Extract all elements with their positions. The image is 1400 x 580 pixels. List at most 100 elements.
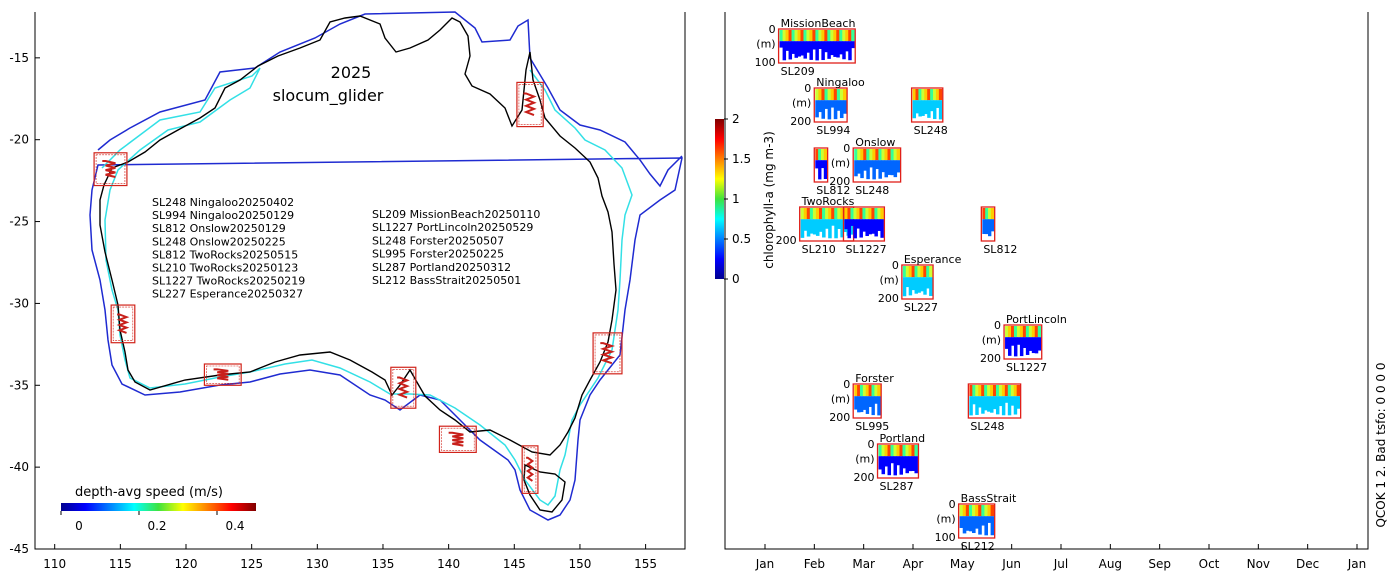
chl-cell-deep	[779, 41, 784, 48]
region-box-inner	[206, 365, 240, 384]
chl-cell-deep	[877, 396, 881, 416]
chl-cell-surface	[862, 385, 867, 397]
map-x-tick-label: 145	[503, 557, 526, 571]
chl-cell-deep	[887, 456, 892, 476]
chl-cell-deep	[869, 160, 873, 168]
region-box	[592, 332, 623, 375]
chl-cell-deep	[887, 160, 892, 175]
chl-cell-surface	[929, 266, 933, 278]
chl-cell-surface	[969, 385, 973, 397]
chl-cell-deep	[905, 277, 910, 288]
chl-cell-surface	[868, 208, 872, 220]
chl-cell-deep	[806, 219, 811, 237]
chl-cell-surface	[871, 208, 875, 220]
chl-cell-deep	[978, 396, 982, 408]
chl-cell-deep	[884, 160, 889, 178]
chl-cell-deep	[978, 516, 982, 535]
chl-cell-surface	[893, 445, 898, 457]
chl-cell-surface	[820, 149, 825, 161]
chl-cell-deep	[921, 100, 925, 116]
deployment-entry: SL994 Ningaloo20250129	[152, 209, 294, 222]
chl-cell-deep	[831, 219, 835, 226]
chl-colorbar	[715, 119, 724, 279]
chl-cell-deep	[850, 219, 854, 226]
deployment-entry: SL995 Forster20250225	[372, 248, 504, 261]
chl-cell-deep	[878, 160, 882, 179]
chl-panel-frame	[876, 443, 920, 479]
chl-cell-deep	[965, 516, 970, 531]
map-axes	[34, 12, 686, 550]
month-tick-label: Jan	[755, 557, 775, 571]
chl-cell-deep	[815, 41, 819, 61]
map-x-ticks: 110 115 120 125 130 135 140 145 150 155	[43, 544, 657, 571]
chl-colorbar-tick-label: 2	[732, 112, 740, 126]
chl-cell-deep	[815, 100, 819, 118]
chl-cell-deep	[818, 100, 822, 113]
chl-cell-deep	[818, 160, 822, 180]
chl-panel-frame	[957, 503, 996, 539]
site-label: Ningaloo	[816, 76, 865, 89]
site-label: Esperance	[904, 253, 962, 266]
chl-cell-surface	[809, 208, 814, 220]
chl-panel: 0 (m) 200 Ningaloo SL994	[790, 76, 865, 137]
chl-panel-frame	[813, 87, 848, 123]
chl-cell-deep	[818, 41, 822, 49]
chl-cell-deep	[1034, 337, 1039, 354]
chl-cell-deep	[959, 516, 964, 528]
map-y-tick-label: -30	[9, 296, 29, 310]
chl-cell-surface	[836, 30, 840, 42]
chl-cell-surface	[915, 89, 919, 101]
chl-cell-surface	[830, 89, 835, 101]
chl-cell-surface	[833, 30, 837, 42]
chl-cell-deep	[833, 41, 837, 57]
chl-cell-surface	[902, 445, 906, 457]
chl-cell-deep	[1001, 396, 1006, 416]
chl-cell-surface	[865, 208, 869, 220]
chl-cell-deep	[927, 100, 931, 118]
chl-cell-deep	[828, 219, 832, 239]
chl-cell-deep	[803, 219, 808, 231]
chl-cell-deep	[866, 160, 870, 180]
depth-unit-label: (m)	[831, 157, 850, 170]
map-platform-label: slocum_glider	[273, 86, 384, 106]
chl-cell-deep	[859, 219, 863, 238]
chl-cell-deep	[874, 219, 878, 237]
chl-cell-surface	[839, 89, 844, 101]
region-box-inner	[95, 154, 126, 184]
chl-cell-surface	[791, 30, 796, 42]
chl-cell-deep	[933, 100, 937, 120]
chl-cell-deep	[833, 100, 838, 120]
chl-cell-deep	[987, 516, 992, 523]
chl-cell-deep	[834, 219, 838, 239]
depth-unit-label: (m)	[982, 334, 1001, 347]
chl-cell-surface	[819, 208, 823, 220]
chl-cell-deep	[785, 41, 790, 51]
chl-panel: 0 (m) 200 Esperance SL227	[878, 253, 962, 314]
deployment-entry: SL287 Portland20250312	[372, 261, 511, 274]
map-year-label: 2025	[331, 63, 372, 82]
chl-cell-surface	[978, 385, 982, 397]
chl-cell-surface	[887, 445, 892, 457]
chl-cell-surface	[968, 505, 973, 517]
chl-cell-deep	[1010, 337, 1015, 346]
chl-cell-deep	[865, 219, 869, 237]
chl-cell-deep	[821, 100, 826, 119]
chl-cell-deep	[938, 100, 943, 120]
chl-colorbar-label: chlorophyll-a (mg m-3)	[762, 131, 776, 269]
chl-cell-deep	[1031, 337, 1036, 354]
deployment-entry: SL812 Onslow20250129	[152, 222, 286, 235]
chl-cell-surface	[981, 385, 985, 397]
chl-cell-deep	[926, 277, 930, 289]
chl-cell-surface	[837, 208, 841, 220]
chl-panel: 0 (m) 200 Portland SL287	[854, 432, 926, 493]
qc-side-text: QCOK 1 2. Bad tsfo: 0 0 0 0	[1374, 362, 1388, 527]
chl-cell-deep	[830, 41, 834, 56]
site-label: MissionBeach	[781, 17, 856, 30]
deployment-entry: SL209 MissionBeach20250110	[372, 208, 540, 221]
chl-cell-surface	[938, 89, 943, 101]
depth-unit-label: (m)	[792, 97, 811, 110]
chl-panel: SL812	[813, 147, 850, 197]
chl-cell-deep	[860, 160, 864, 179]
chl-cell-surface	[995, 385, 1000, 397]
